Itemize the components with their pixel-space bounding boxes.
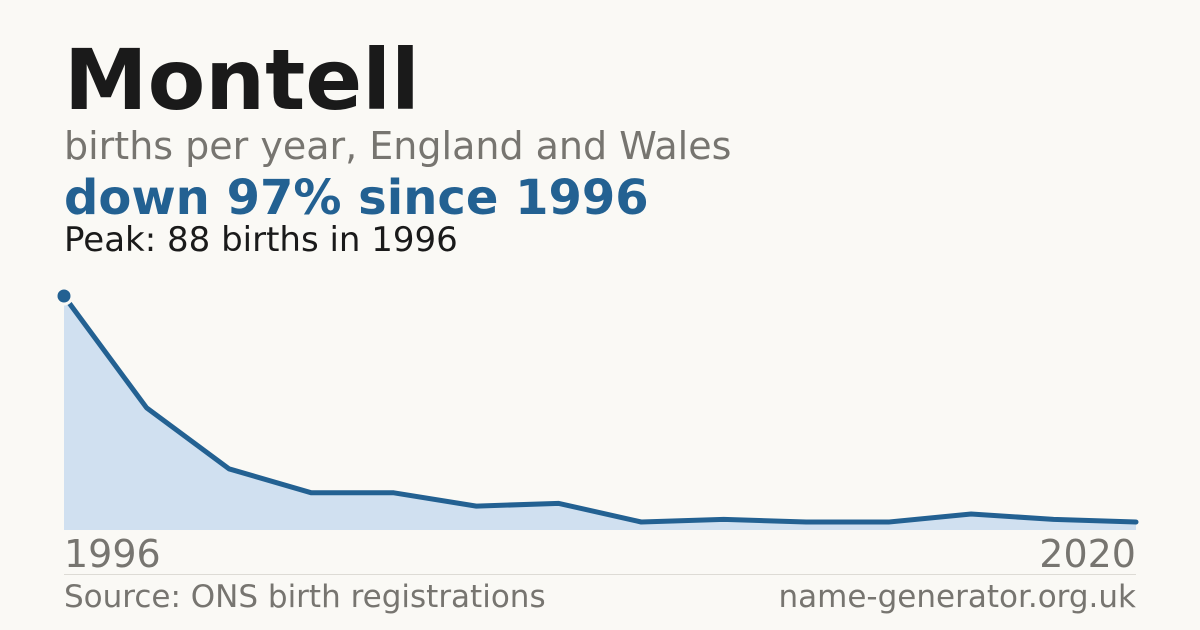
- x-tick-label-start: 1996: [64, 532, 161, 576]
- chart-subtitle: births per year, England and Wales: [64, 124, 732, 168]
- peak-marker: [54, 286, 74, 306]
- peak-note: Peak: 88 births in 1996: [64, 220, 458, 260]
- footer-divider: [64, 574, 1136, 575]
- x-tick-label-end: 2020: [1039, 532, 1136, 576]
- page-title: Montell: [64, 31, 420, 129]
- area-fill: [64, 296, 1136, 530]
- site-credit: name-generator.org.uk: [778, 579, 1136, 615]
- source-note: Source: ONS birth registrations: [64, 579, 546, 615]
- trend-headline: down 97% since 1996: [64, 170, 649, 226]
- series-line: [61, 293, 1139, 525]
